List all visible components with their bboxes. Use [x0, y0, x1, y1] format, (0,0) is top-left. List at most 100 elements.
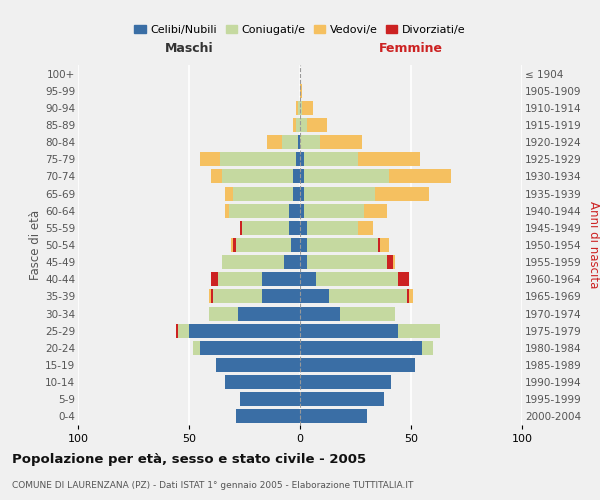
Bar — [293, 170, 300, 183]
Bar — [236, 410, 300, 424]
Bar — [300, 324, 398, 338]
Bar — [289, 221, 300, 235]
Bar — [398, 324, 440, 338]
Bar — [282, 135, 298, 149]
Bar — [358, 221, 373, 235]
Bar — [389, 170, 451, 183]
Bar — [300, 392, 385, 406]
Bar — [386, 255, 393, 269]
Bar — [222, 170, 293, 183]
Bar — [293, 186, 300, 200]
Bar — [229, 204, 289, 218]
Bar — [300, 152, 304, 166]
Bar — [222, 255, 284, 269]
Bar — [300, 255, 307, 269]
Bar — [378, 238, 380, 252]
Bar — [304, 170, 389, 183]
Bar — [422, 341, 433, 355]
Bar — [329, 290, 407, 304]
Bar — [284, 255, 300, 269]
Text: COMUNE DI LAURENZANA (PZ) - Dati ISTAT 1° gennaio 2005 - Elaborazione TUTTITALIA: COMUNE DI LAURENZANA (PZ) - Dati ISTAT 1… — [12, 481, 413, 490]
Bar — [300, 204, 304, 218]
Bar — [300, 341, 422, 355]
Bar — [307, 238, 378, 252]
Bar — [200, 152, 220, 166]
Bar — [262, 272, 300, 286]
Bar — [211, 170, 223, 183]
Text: Femmine: Femmine — [379, 42, 443, 54]
Bar — [238, 306, 300, 320]
Bar — [209, 290, 211, 304]
Bar — [211, 272, 218, 286]
Bar — [300, 375, 391, 389]
Bar — [293, 118, 296, 132]
Legend: Celibi/Nubili, Coniugati/e, Vedovi/e, Divorziati/e: Celibi/Nubili, Coniugati/e, Vedovi/e, Di… — [130, 20, 470, 39]
Bar — [300, 170, 304, 183]
Bar — [302, 101, 313, 115]
Bar — [240, 392, 300, 406]
Bar — [224, 375, 300, 389]
Bar — [209, 306, 238, 320]
Bar — [300, 135, 320, 149]
Bar — [193, 341, 200, 355]
Bar — [178, 324, 189, 338]
Bar — [291, 238, 300, 252]
Bar — [300, 290, 329, 304]
Bar — [236, 238, 291, 252]
Bar — [211, 290, 214, 304]
Bar — [300, 410, 367, 424]
Bar — [176, 324, 178, 338]
Bar — [304, 186, 376, 200]
Bar — [407, 290, 409, 304]
Bar — [224, 204, 229, 218]
Bar — [296, 152, 300, 166]
Bar — [358, 152, 420, 166]
Bar — [304, 204, 364, 218]
Text: Maschi: Maschi — [164, 42, 214, 54]
Bar — [189, 324, 300, 338]
Bar — [296, 101, 298, 115]
Bar — [300, 272, 316, 286]
Bar — [409, 290, 413, 304]
Bar — [300, 101, 302, 115]
Bar — [300, 186, 304, 200]
Bar — [289, 204, 300, 218]
Bar — [220, 152, 296, 166]
Y-axis label: Anni di nascita: Anni di nascita — [587, 202, 600, 288]
Bar — [380, 238, 389, 252]
Bar — [224, 186, 233, 200]
Bar — [307, 255, 386, 269]
Bar — [300, 84, 302, 98]
Y-axis label: Fasce di età: Fasce di età — [29, 210, 42, 280]
Bar — [214, 290, 262, 304]
Bar — [320, 135, 362, 149]
Bar — [200, 341, 300, 355]
Bar — [231, 238, 233, 252]
Bar — [300, 306, 340, 320]
Bar — [298, 135, 300, 149]
Bar — [398, 272, 409, 286]
Bar — [300, 118, 307, 132]
Bar — [300, 358, 415, 372]
Bar — [300, 238, 307, 252]
Bar — [266, 135, 282, 149]
Bar — [262, 290, 300, 304]
Bar — [300, 221, 307, 235]
Bar — [307, 221, 358, 235]
Bar — [233, 186, 293, 200]
Bar — [304, 152, 358, 166]
Bar — [307, 118, 326, 132]
Bar — [376, 186, 429, 200]
Bar — [393, 255, 395, 269]
Bar — [316, 272, 398, 286]
Bar — [215, 358, 300, 372]
Bar — [340, 306, 395, 320]
Bar — [364, 204, 386, 218]
Text: Popolazione per età, sesso e stato civile - 2005: Popolazione per età, sesso e stato civil… — [12, 452, 366, 466]
Bar — [218, 272, 262, 286]
Bar — [242, 221, 289, 235]
Bar — [296, 118, 300, 132]
Bar — [233, 238, 236, 252]
Bar — [298, 101, 300, 115]
Bar — [240, 221, 242, 235]
